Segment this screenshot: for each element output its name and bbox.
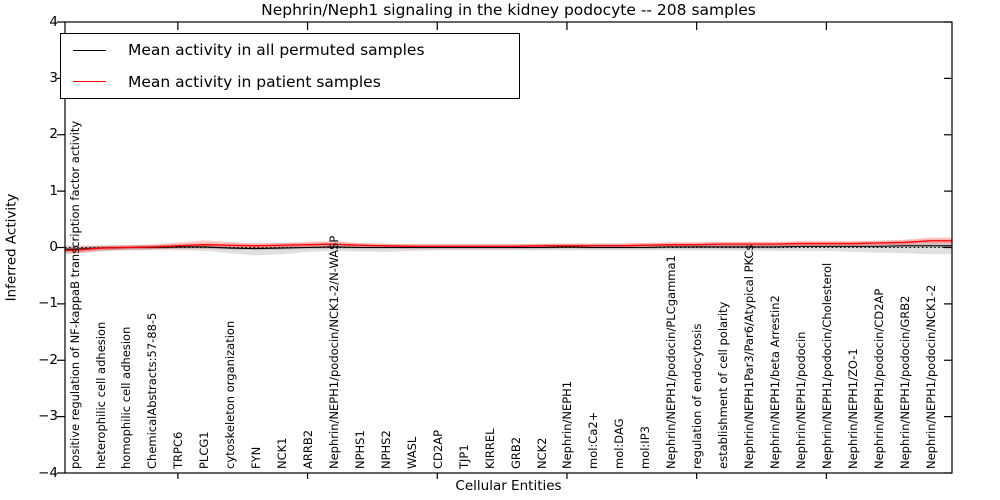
x-category-label: positive regulation of NF-kappaB transcr…	[67, 120, 82, 469]
x-category-label: NCK1	[275, 437, 290, 470]
x-category-label: TJP1	[456, 444, 471, 469]
y-tick-label: −2	[38, 351, 58, 368]
x-category-label: KIRREL	[482, 428, 497, 469]
legend: Mean activity in all permuted samples Me…	[60, 33, 520, 99]
mean-activity-line	[65, 245, 952, 250]
x-category-label: Nephrin/NEPH1/ZO-1	[845, 348, 860, 469]
x-category-label: CD2AP	[430, 429, 445, 469]
x-category-label: GRB2	[508, 436, 523, 469]
x-category-label: FYN	[249, 446, 264, 469]
x-category-label: Nephrin/NEPH1/podocin/NCK1-2	[923, 284, 938, 469]
y-tick-label: −3	[38, 408, 58, 425]
x-category-label: TRPC6	[171, 431, 186, 469]
y-tick-label: 4	[49, 13, 58, 30]
x-category-label: establishment of cell polarity	[716, 301, 731, 469]
x-category-label: Nephrin/NEPH1/podocin/Cholesterol	[819, 262, 834, 469]
y-tick-label: −4	[38, 464, 58, 481]
x-category-label: Nephrin/NEPH1/podocin/PLCgamma1	[664, 255, 679, 469]
x-category-label: Nephrin/NEPH1/podocin/GRB2	[897, 295, 912, 469]
legend-entry-patient: Mean activity in patient samples	[61, 67, 519, 97]
x-category-label: ChemicalAbstracts:57-88-5	[145, 312, 160, 469]
x-category-label: Nephrin/NEPH1/beta Arrestin2	[767, 295, 782, 469]
legend-label-patient: Mean activity in patient samples	[128, 72, 381, 91]
x-category-label: homophilic cell adhesion	[119, 326, 134, 469]
x-category-label: Nephrin/NEPH1/podocin/CD2AP	[871, 288, 886, 469]
x-category-label: NCK2	[534, 437, 549, 470]
patient-line-sample-icon	[73, 81, 106, 83]
x-category-label: ARRB2	[301, 429, 316, 469]
x-category-label: heterophilic cell adhesion	[93, 321, 108, 469]
x-category-label: mol:Ca2+	[586, 411, 601, 469]
x-category-label: Nephrin/NEPH1Par3/Par6/Atypical PKCs	[742, 244, 757, 469]
x-category-label: NPHS1	[352, 430, 367, 469]
x-category-label: Nephrin/NEPH1/podocin/NCK1-2/N-WASP	[327, 235, 341, 469]
x-category-label: regulation of endocytosis	[690, 323, 705, 469]
x-category-label: cytoskeleton organization	[223, 320, 238, 469]
y-tick-label: −1	[38, 295, 58, 312]
inner-confidence-band	[65, 238, 952, 253]
y-tick-label: 1	[49, 182, 58, 199]
x-category-label: PLCG1	[197, 431, 212, 469]
permuted-line-sample-icon	[73, 49, 106, 51]
x-category-label: mol:DAG	[612, 418, 627, 469]
y-tick-label: 2	[49, 126, 58, 143]
chart-title: Nephrin/Neph1 signaling in the kidney po…	[261, 1, 756, 19]
x-category-label: Nephrin/NEPH1/podocin	[793, 331, 808, 469]
mean-activity-line	[65, 240, 952, 251]
legend-entry-permuted: Mean activity in all permuted samples	[61, 35, 519, 65]
x-category-label: Nephrin/NEPH1	[560, 380, 575, 469]
x-category-label: mol:IP3	[638, 426, 653, 469]
legend-label-permuted: Mean activity in all permuted samples	[128, 41, 425, 60]
x-category-label: WASL	[404, 436, 419, 469]
x-category-label: NPHS2	[378, 430, 393, 469]
y-tick-label: 3	[49, 69, 58, 86]
y-tick-label: 0	[49, 239, 58, 255]
x-axis-label: Cellular Entities	[455, 478, 562, 494]
